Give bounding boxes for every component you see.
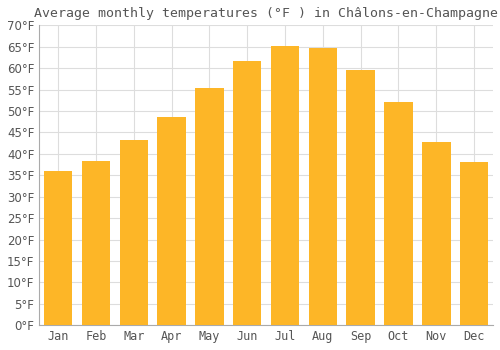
Bar — [44, 170, 72, 325]
Title: Average monthly temperatures (°F ) in Châlons-en-Champagne: Average monthly temperatures (°F ) in Ch… — [34, 7, 498, 20]
Bar — [422, 142, 450, 325]
Bar — [460, 162, 488, 325]
Bar — [233, 61, 262, 325]
Bar — [308, 48, 337, 325]
Bar — [195, 88, 224, 325]
Bar — [158, 117, 186, 325]
Bar — [384, 102, 412, 325]
Bar — [271, 46, 299, 325]
Bar — [346, 70, 375, 325]
Bar — [120, 140, 148, 325]
Bar — [82, 161, 110, 325]
